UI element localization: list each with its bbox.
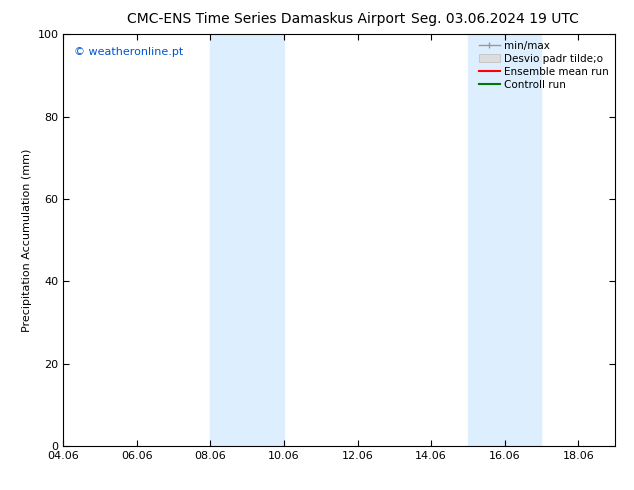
Text: CMC-ENS Time Series Damaskus Airport: CMC-ENS Time Series Damaskus Airport bbox=[127, 12, 405, 26]
Y-axis label: Precipitation Accumulation (mm): Precipitation Accumulation (mm) bbox=[22, 148, 32, 332]
Bar bbox=[468, 34, 541, 446]
Legend: min/max, Desvio padr tilde;o, Ensemble mean run, Controll run: min/max, Desvio padr tilde;o, Ensemble m… bbox=[476, 37, 612, 93]
Text: © weatheronline.pt: © weatheronline.pt bbox=[74, 47, 184, 57]
Text: Seg. 03.06.2024 19 UTC: Seg. 03.06.2024 19 UTC bbox=[411, 12, 578, 26]
Bar bbox=[210, 34, 284, 446]
